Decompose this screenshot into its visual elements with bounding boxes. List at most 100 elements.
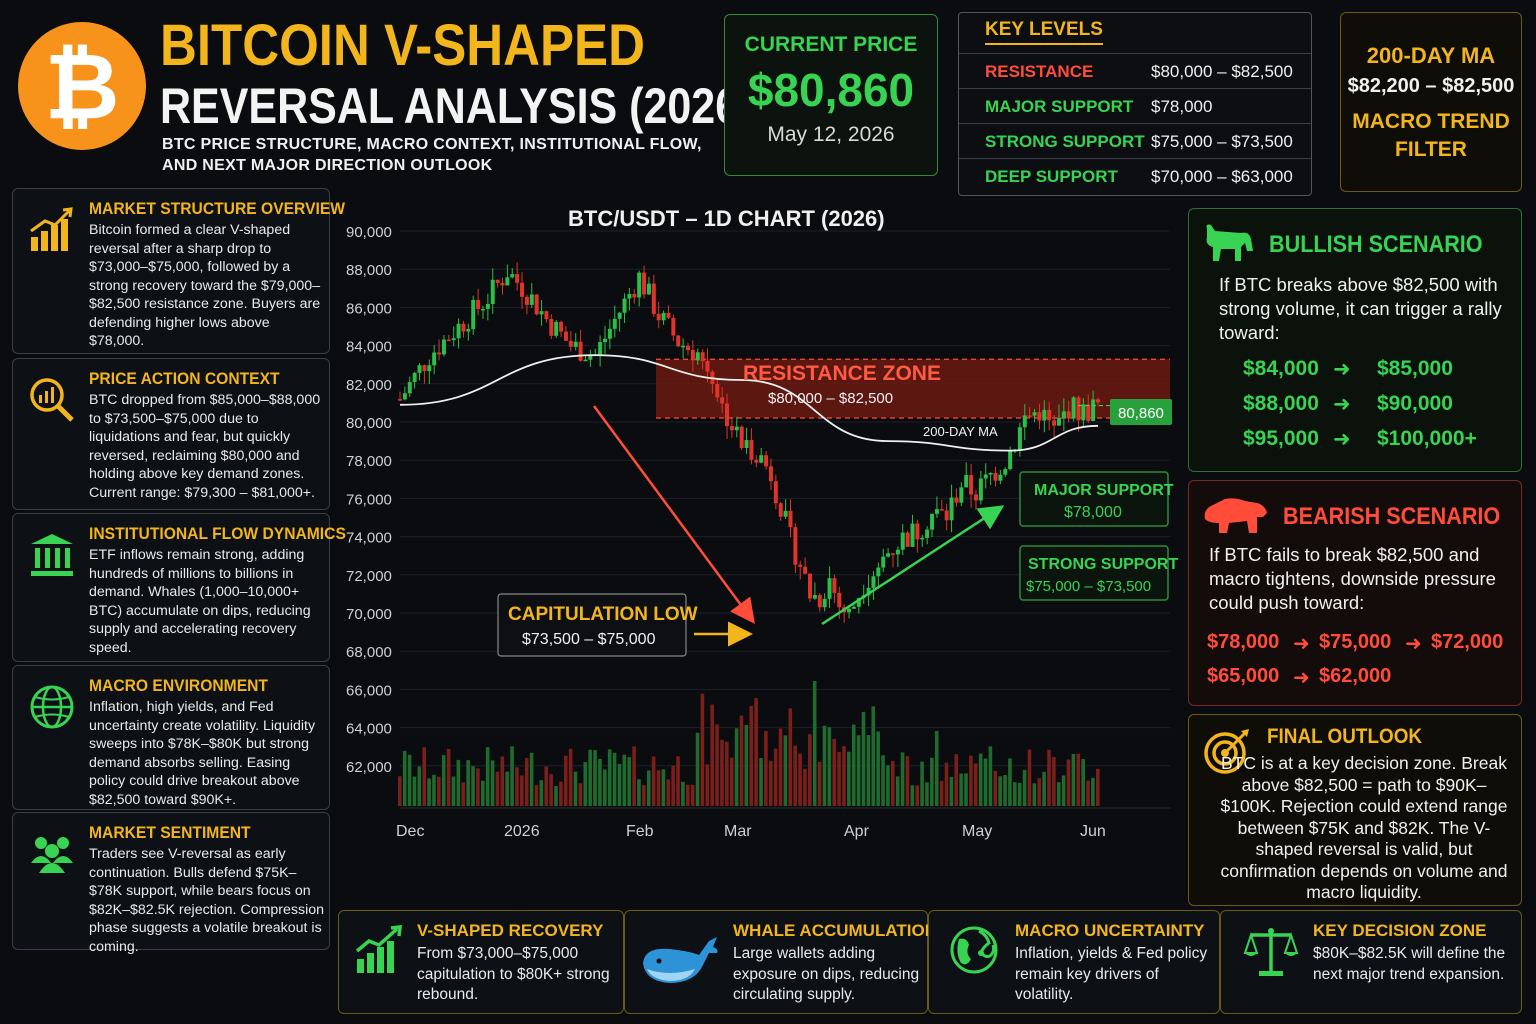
candle-body	[646, 283, 651, 295]
candle-body	[661, 312, 666, 321]
volume-bar	[930, 757, 934, 806]
volume-bar	[456, 759, 461, 806]
chart-title: BTC/USDT – 1D CHART (2026)	[568, 206, 885, 231]
candle-body	[573, 341, 578, 347]
volume-bar	[890, 761, 895, 806]
bullish-target: $100,000+	[1377, 427, 1477, 450]
volume-bar	[993, 770, 998, 806]
volume-bar	[685, 784, 690, 806]
volume-bar	[725, 741, 729, 806]
volume-bar	[427, 778, 431, 806]
candle-body	[793, 527, 798, 565]
candle-body	[1061, 411, 1066, 418]
candle-body	[471, 300, 476, 330]
volume-bar	[681, 781, 685, 806]
major-support-label: MAJOR SUPPORT	[1034, 482, 1174, 499]
bar-chart-up-icon	[30, 207, 73, 251]
volume-bar	[905, 756, 910, 806]
candle-body	[632, 293, 637, 298]
candle-body	[920, 537, 925, 540]
volume-bar	[832, 738, 837, 806]
volume-bar	[773, 748, 778, 806]
volume-bar	[544, 766, 549, 806]
candle-body	[617, 312, 622, 319]
volume-bar	[622, 754, 627, 806]
x-tick-label: Feb	[626, 823, 654, 840]
candle-body	[720, 397, 725, 404]
candle-body	[402, 393, 407, 400]
key-level-value: $80,000 – $82,500	[1151, 62, 1293, 81]
candle-body	[1091, 399, 1096, 421]
strong-support-value: $75,000 – $73,500	[1026, 578, 1151, 595]
candle-body	[749, 440, 754, 460]
candle-body	[685, 345, 690, 351]
volume-bar	[646, 770, 651, 806]
volume-bar	[973, 763, 978, 806]
candle-body	[510, 274, 515, 278]
volume-bar	[939, 780, 944, 806]
candle-body	[480, 308, 485, 311]
candle-body	[637, 272, 642, 298]
volume-bar	[720, 739, 724, 806]
panel-title: MACRO ENVIRONMENT	[89, 676, 268, 695]
bullish-target: $95,000	[1243, 427, 1319, 450]
bottom-card-text: $80K–$82.5K will define the next major t…	[1313, 945, 1506, 983]
volume-bar	[666, 779, 671, 806]
arrow-right-icon: ➜	[1405, 633, 1422, 655]
volume-bar	[710, 704, 714, 806]
candle-body	[495, 279, 500, 284]
volume-bar	[1086, 780, 1090, 806]
candle-body	[1008, 450, 1013, 470]
volume-bar	[715, 724, 719, 806]
candle-body	[930, 513, 935, 530]
y-tick-label: 88,000	[346, 262, 392, 279]
key-level-value: $75,000 – $73,500	[1151, 132, 1293, 151]
volume-bar	[915, 785, 919, 806]
bottom-card-recovery: V-SHAPED RECOVERY From $73,000–$75,000 c…	[338, 910, 624, 1014]
candle-body	[876, 567, 881, 577]
candle-body	[788, 510, 793, 528]
volume-bar	[534, 785, 539, 806]
bearish-target: $65,000	[1207, 665, 1280, 687]
candle-body	[798, 564, 803, 567]
candle-body	[695, 352, 700, 361]
volume-bar	[837, 751, 841, 806]
resistance-zone-range: $80,000 – $82,500	[768, 390, 893, 407]
people-icon	[31, 837, 73, 873]
bullish-title: BULLISH SCENARIO	[1269, 231, 1483, 258]
y-tick-label: 72,000	[346, 568, 392, 585]
volume-bar	[568, 748, 573, 806]
candle-body	[612, 318, 617, 329]
candle-body	[725, 403, 730, 427]
volume-bar	[998, 776, 1002, 806]
candle-body	[827, 578, 832, 599]
panel-title: MARKET STRUCTURE OVERVIEW	[89, 199, 346, 218]
x-tick-label: Apr	[844, 823, 870, 840]
candle-body	[476, 300, 481, 310]
volume-bar	[812, 681, 817, 806]
y-tick-label: 84,000	[346, 339, 392, 356]
candle-body	[949, 497, 954, 521]
final-outlook-panel: FINAL OUTLOOK BTC is at a key decision z…	[1188, 714, 1522, 906]
candle-body	[554, 321, 559, 336]
bottom-card-title: KEY DECISION ZONE	[1313, 921, 1487, 940]
candle-body	[598, 342, 603, 355]
capitulation-label: CAPITULATION LOW	[508, 604, 698, 625]
volume-bar	[510, 746, 514, 806]
volume-bar	[900, 752, 905, 806]
y-tick-label: 66,000	[346, 682, 392, 699]
volume-bar	[954, 754, 959, 806]
bottom-card-text: From $73,000–$75,000 capitulation to $80…	[417, 945, 610, 1003]
volume-bar	[783, 735, 788, 806]
candle-body	[871, 576, 876, 588]
candle-body	[705, 361, 710, 372]
bottom-card-text: Inflation, yields & Fed policy remain ke…	[1015, 945, 1208, 1003]
volume-bar	[593, 750, 597, 806]
bull-icon	[1206, 224, 1253, 261]
volume-bar	[461, 782, 466, 806]
bearish-panel: BEARISH SCENARIO If BTC fails to break $…	[1188, 480, 1522, 706]
candle-body	[583, 359, 588, 362]
candle-body	[544, 311, 549, 320]
y-tick-label: 82,000	[346, 377, 392, 394]
volume-bar	[446, 748, 451, 806]
